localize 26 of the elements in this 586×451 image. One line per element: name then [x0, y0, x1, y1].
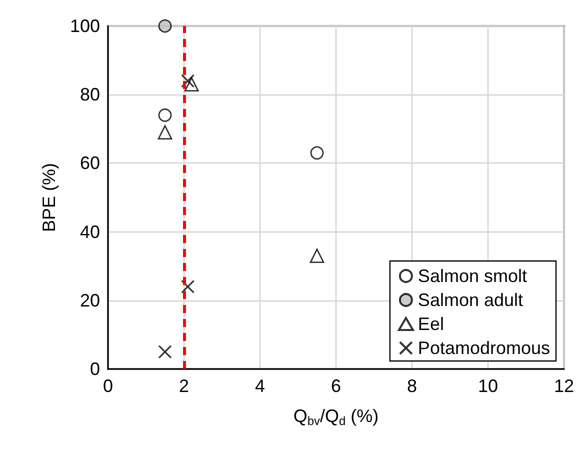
x-tick-label: 2 [178, 376, 190, 396]
point [158, 108, 172, 122]
y-tick-label: 60 [80, 153, 100, 174]
y-tick-label: 0 [90, 359, 100, 379]
point [181, 280, 195, 294]
point [310, 146, 324, 160]
legend-label: Salmon adult [418, 290, 524, 310]
point [310, 248, 324, 264]
point [158, 19, 172, 33]
legend-label: Eel [418, 314, 444, 334]
x-tick-label: 10 [478, 376, 498, 396]
y-tick-label: 80 [80, 84, 100, 105]
point [158, 345, 172, 359]
legend-label: Salmon smolt [418, 266, 527, 286]
x-tick-label: 12 [554, 376, 574, 396]
y-axis-title: BPE (%) [39, 162, 59, 232]
point [158, 125, 172, 140]
y-tick-label: 100 [70, 16, 100, 36]
x-tick-label: 8 [406, 376, 418, 396]
x-tick-label: 0 [102, 376, 114, 396]
y-tick-label: 40 [80, 222, 100, 242]
x-tick-label: 4 [254, 376, 266, 396]
y-tick-label: 20 [80, 290, 100, 310]
point [181, 74, 195, 88]
x-tick-label: 6 [330, 376, 342, 396]
legend-label: Potamodromous [418, 338, 550, 358]
